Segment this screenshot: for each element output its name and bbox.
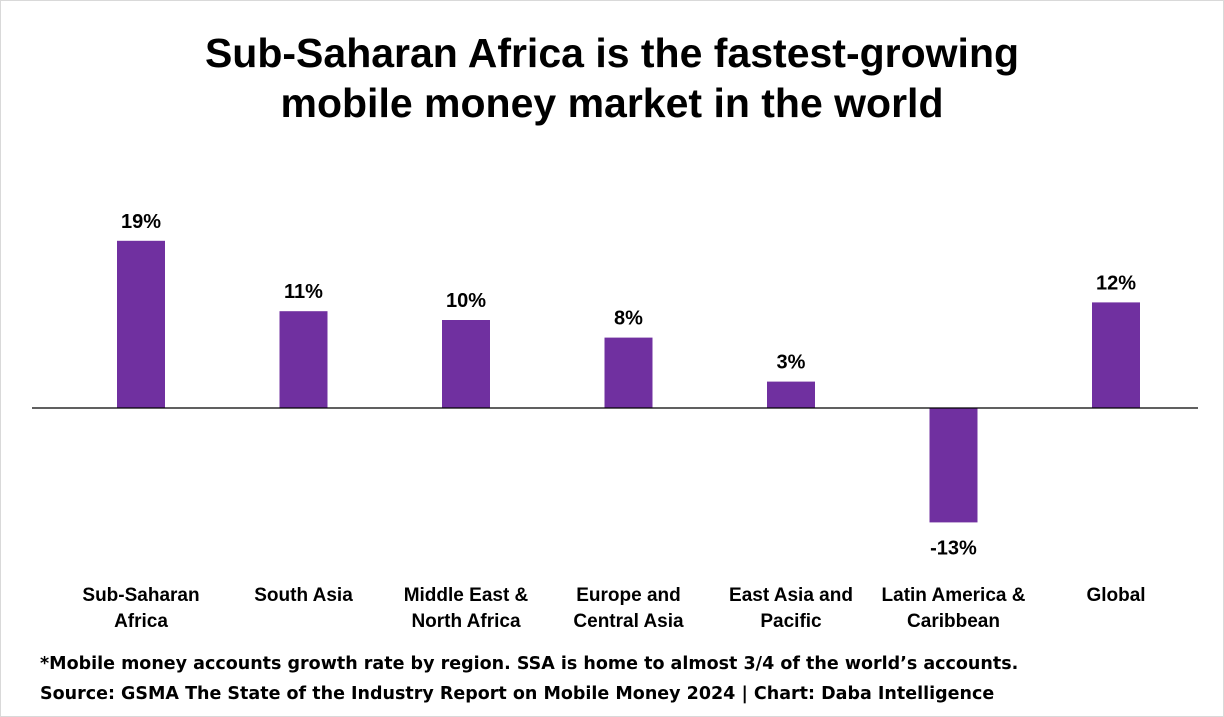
chart-title: Sub-Saharan Africa is the fastest-growin…	[0, 28, 1224, 128]
category-label-0-line-1: Africa	[114, 611, 168, 632]
bar-1	[279, 311, 328, 408]
category-label-0-line-0: Sub-Saharan	[82, 585, 199, 606]
category-label-3-line-0: Europe and	[576, 585, 681, 606]
data-label-5: -13%	[930, 537, 977, 559]
chart-title-line-1: Sub-Saharan Africa is the fastest-growin…	[204, 30, 1020, 76]
data-label-0: 19%	[121, 211, 161, 233]
bar-5	[929, 408, 978, 523]
category-label-6-line-0: Global	[1086, 585, 1145, 606]
category-label-2-line-1: North Africa	[411, 611, 521, 632]
data-label-1: 11%	[284, 281, 323, 303]
bar-4	[767, 381, 815, 408]
bar-6	[1092, 302, 1140, 408]
category-label-4-line-0: East Asia and	[729, 585, 853, 606]
category-label-5-line-0: Latin America &	[882, 585, 1026, 606]
bar-0	[117, 240, 165, 408]
chart-title-line-2: mobile money market in the world	[280, 80, 944, 126]
category-label-3-line-1: Central Asia	[573, 611, 684, 632]
chart-footnote: *Mobile money accounts growth rate by re…	[40, 654, 1019, 674]
data-label-4: 3%	[777, 352, 806, 374]
category-label-2-line-0: Middle East &	[404, 585, 529, 606]
category-label-1-line-0: South Asia	[254, 585, 353, 606]
chart-source: Source: GSMA The State of the Industry R…	[40, 684, 995, 704]
data-label-3: 8%	[614, 308, 643, 330]
category-label-5-line-1: Caribbean	[907, 611, 1000, 632]
data-label-2: 10%	[446, 290, 486, 312]
category-label-4-line-1: Pacific	[760, 611, 822, 632]
data-label-6: 12%	[1096, 272, 1136, 294]
bar-2	[442, 320, 490, 408]
bar-3	[604, 337, 653, 408]
